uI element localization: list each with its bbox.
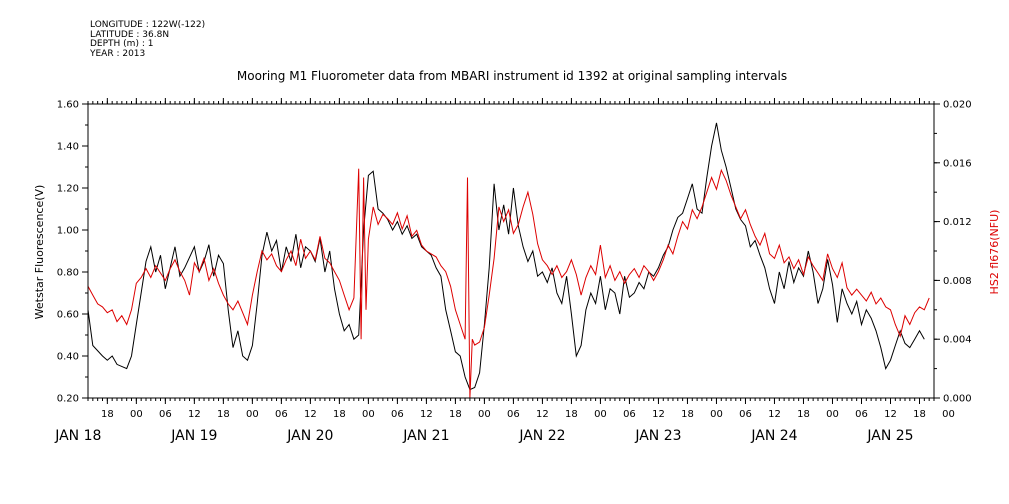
- x-hour-label: 06: [159, 409, 172, 420]
- x-hour-label: 00: [594, 409, 607, 420]
- x-day-label: JAN 22: [518, 428, 565, 444]
- longitude-label: LONGITUDE : 122W(-122): [90, 20, 206, 30]
- depth-label: DEPTH (m) : 1: [90, 39, 154, 49]
- axis-layer: 0.20 0.40 0.60 0.80 1.00 1.20 1.40 1.60 0.000 0.0…: [54, 98, 972, 444]
- y-tick-label: 0.20: [57, 394, 79, 405]
- x-hour-label: 18: [101, 409, 114, 420]
- y-tick-label: 1.40: [57, 142, 79, 153]
- plot-frame: [87, 103, 935, 399]
- y2-tick-label: 0.020: [943, 100, 972, 111]
- metadata-block: LONGITUDE : 122W(-122) LATITUDE : 36.8N …: [90, 20, 206, 59]
- y-tick-label: 0.60: [57, 310, 79, 321]
- x-hour-label: 00: [246, 409, 259, 420]
- y-tick-label: 1.00: [57, 226, 79, 237]
- x-hour-label: 00: [362, 409, 375, 420]
- x-hour-label: 00: [478, 409, 491, 420]
- y2-tick-label: 0.000: [943, 394, 972, 405]
- x-day-label: JAN 18: [54, 428, 101, 444]
- x-hour-label: 06: [275, 409, 288, 420]
- year-label: YEAR : 2013: [90, 48, 146, 59]
- x-hour-label: 12: [652, 409, 665, 420]
- x-hour-label: 06: [391, 409, 404, 420]
- y-tick-label: 0.40: [57, 352, 79, 363]
- x-hour-label: 00: [942, 409, 955, 420]
- x-day-label: JAN 23: [634, 428, 681, 444]
- x-hour-label: 06: [855, 409, 868, 420]
- x-hour-label: 00: [130, 409, 143, 420]
- x-hour-label: 06: [623, 409, 636, 420]
- y2-tick-label: 0.012: [943, 217, 972, 228]
- x-day-label: JAN 24: [750, 428, 797, 444]
- latitude-label: LATITUDE : 36.8N: [90, 29, 170, 40]
- x-day-label: JAN 20: [286, 428, 333, 444]
- y2-tick-label: 0.004: [943, 335, 972, 346]
- x-hour-label: 18: [913, 409, 926, 420]
- x-day-label: JAN 25: [866, 428, 913, 444]
- y-axis-label: Wetstar Fluorescence(V): [33, 185, 46, 320]
- y2-axis-label: HS2 fl676(NFU): [988, 210, 1001, 295]
- x-hour-label: 18: [217, 409, 230, 420]
- y-tick-label: 1.20: [57, 184, 79, 195]
- series-line-red: [87, 168, 930, 399]
- x-hour-label: 18: [681, 409, 694, 420]
- x-hour-label: 12: [188, 409, 201, 420]
- x-hour-label: 12: [884, 409, 897, 420]
- x-hour-label: 06: [507, 409, 520, 420]
- x-hour-label: 12: [768, 409, 781, 420]
- x-hour-label: 00: [710, 409, 723, 420]
- x-hour-label: 18: [333, 409, 346, 420]
- series-layer: [87, 122, 930, 399]
- x-hour-label: 12: [420, 409, 433, 420]
- x-hour-label: 12: [536, 409, 549, 420]
- chart-title: Mooring M1 Fluorometer data from MBARI i…: [237, 69, 787, 83]
- y-tick-label: 1.60: [57, 100, 79, 111]
- series-line-black: [87, 122, 925, 391]
- y-tick-label: 0.80: [57, 268, 79, 279]
- y2-tick-label: 0.008: [943, 276, 972, 287]
- x-day-label: JAN 19: [170, 428, 217, 444]
- x-day-label: JAN 21: [402, 428, 449, 444]
- x-hour-label: 12: [304, 409, 317, 420]
- x-hour-label: 06: [739, 409, 752, 420]
- x-hour-label: 18: [797, 409, 810, 420]
- x-hour-label: 18: [449, 409, 462, 420]
- x-hour-label: 18: [565, 409, 578, 420]
- y2-tick-label: 0.016: [943, 158, 972, 169]
- x-hour-label: 00: [826, 409, 839, 420]
